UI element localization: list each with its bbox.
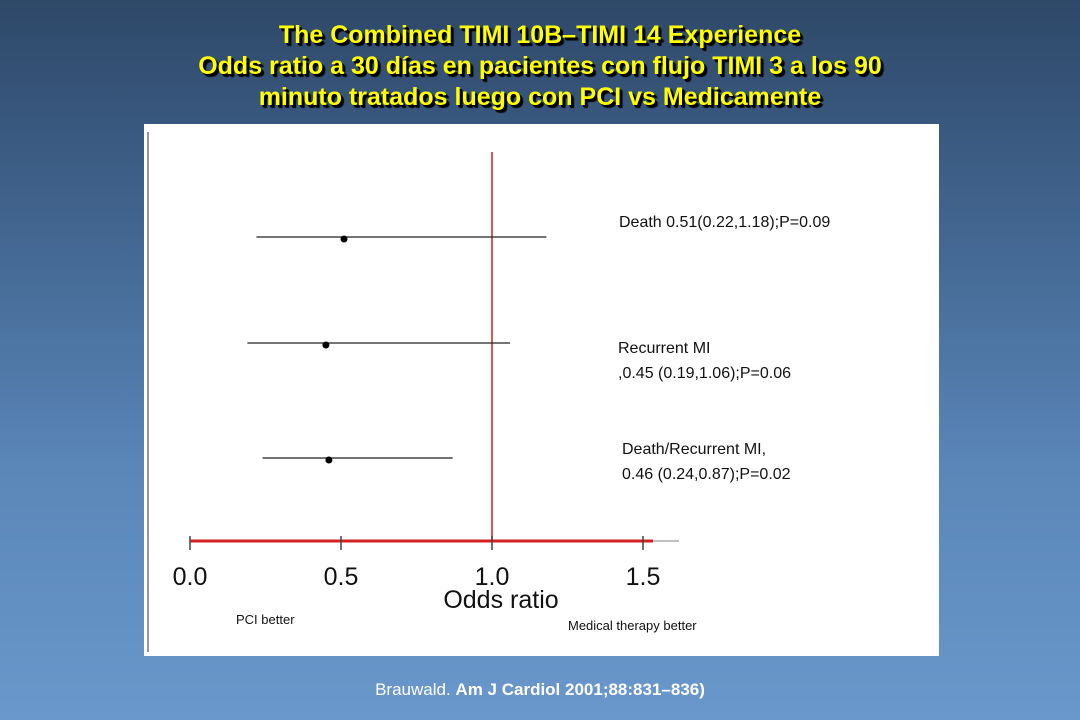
citation-author: Brauwald. — [375, 680, 456, 699]
x-tick-label-2: 1.0 — [475, 563, 510, 591]
x-tick-label-0: 0.0 — [173, 563, 208, 591]
x-tick-label-1: 0.5 — [324, 563, 359, 591]
row-label-2-line-0: Death/Recurrent MI, — [622, 441, 766, 458]
row-label-2-line-1: 0.46 (0.24,0.87);P=0.02 — [622, 466, 791, 483]
title-line-3: minuto tratados luego con PCI vs Medicam… — [258, 83, 822, 111]
citation: Brauwald. Am J Cardiol 2001;88:831–836) — [0, 680, 1080, 700]
row-label-1-line-1: ,0.45 (0.19,1.06);P=0.06 — [618, 365, 791, 382]
slide-title: The Combined TIMI 10B–TIMI 14 Experience… — [0, 20, 1080, 113]
row-label-0-line-0: Death 0.51(0.22,1.18);P=0.09 — [619, 214, 830, 231]
point-estimate-1 — [322, 341, 330, 349]
x-axis-label: Odds ratio — [443, 586, 558, 614]
title-line-1: The Combined TIMI 10B–TIMI 14 Experience — [278, 21, 802, 49]
title-line-2: Odds ratio a 30 días en pacientes con fl… — [198, 52, 882, 80]
forest-plot-panel: 0.0 0.5 1.0 1.5 Odds ratio PCI better Medical … — [144, 124, 939, 656]
point-estimate-0 — [340, 235, 348, 243]
right-note: Medical therapy better — [568, 618, 697, 633]
row-label-1-line-0: Recurrent MI — [618, 340, 710, 357]
point-estimate-2 — [325, 456, 333, 464]
left-note: PCI better — [236, 612, 295, 627]
citation-journal: Am J Cardiol 2001;88:831–836) — [455, 680, 705, 699]
x-tick-label-3: 1.5 — [626, 563, 661, 591]
forest-plot: 0.0 0.5 1.0 1.5 Odds ratio PCI better Medical … — [147, 132, 830, 652]
